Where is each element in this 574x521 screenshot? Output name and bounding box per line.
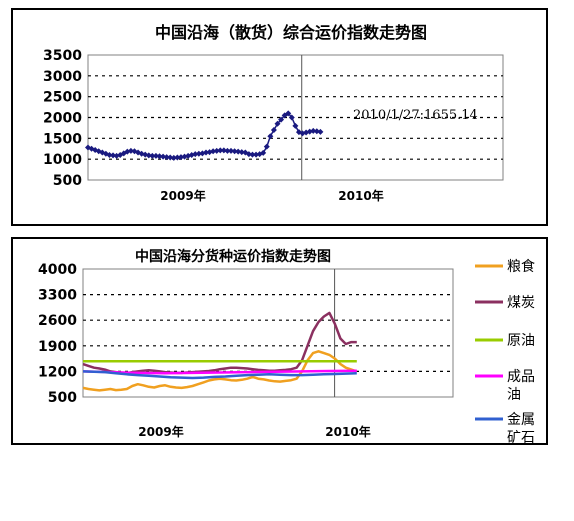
y-tick-label: 1000 <box>43 152 82 168</box>
data-point <box>253 151 260 158</box>
legend-entry: 金属矿石 <box>507 412 535 443</box>
data-point <box>135 149 142 156</box>
cargo-type-index-chart: 中国沿海分货种运价指数走势图 4000 3300 2600 1900 1200 500 粮… <box>38 248 535 443</box>
data-point <box>213 147 220 154</box>
data-point <box>195 150 202 157</box>
data-point <box>231 148 238 155</box>
data-point <box>310 127 317 134</box>
plot-area: 4000 3300 2600 1900 1200 500 <box>38 262 454 406</box>
y-tick-label: 3500 <box>43 48 82 64</box>
data-point <box>127 147 134 154</box>
data-point <box>210 148 217 155</box>
y-tick-label: 2600 <box>38 313 77 329</box>
y-tick-label: 4000 <box>38 262 77 278</box>
data-point <box>295 129 302 136</box>
composite-index-chart-panel: 中国沿海（散货）综合运价指数走势图 3500 3000 2500 2000 1500 10… <box>11 8 548 226</box>
data-point <box>106 152 113 158</box>
series-line-0 <box>82 350 358 392</box>
chart-title: 中国沿海分货种运价指数走势图 <box>135 248 331 265</box>
data-point <box>174 154 181 161</box>
y-tick-label: 3300 <box>38 288 77 304</box>
legend-entry: 成品油 <box>507 369 535 403</box>
cargo-type-index-chart-panel: 中国沿海分货种运价指数走势图 4000 3300 2600 1900 1200 500 粮… <box>11 237 548 445</box>
y-tick-label: 2000 <box>43 111 82 127</box>
data-point <box>110 152 117 159</box>
y-tick-label: 1900 <box>38 339 77 355</box>
data-point <box>260 149 267 156</box>
y-tick-label: 1200 <box>38 364 77 380</box>
data-point <box>245 151 252 158</box>
y-tick-label: 1500 <box>43 131 82 147</box>
data-point <box>317 128 324 135</box>
y-tick-label: 500 <box>48 390 77 406</box>
data-point <box>152 152 159 159</box>
data-point <box>228 147 235 154</box>
legend-entry: 粮食 <box>507 258 535 275</box>
data-point <box>192 151 199 158</box>
data-point <box>160 153 167 160</box>
data-point <box>278 116 285 123</box>
data-point <box>288 114 295 121</box>
y-tick-label: 500 <box>53 173 82 189</box>
data-point <box>235 148 242 155</box>
composite-index-chart: 中国沿海（散货）综合运价指数走势图 3500 3000 2500 2000 1500 10… <box>43 23 504 203</box>
data-point <box>224 147 231 154</box>
series-line-1 <box>82 311 357 375</box>
data-point <box>131 148 138 155</box>
data-point <box>285 110 292 117</box>
data-point <box>149 152 156 159</box>
y-tick-label: 2500 <box>43 90 82 106</box>
x-tick-label-2009: 2009年 <box>138 424 183 439</box>
data-point <box>170 154 177 161</box>
x-tick-label-2010: 2010年 <box>325 424 370 439</box>
data-point <box>145 152 152 159</box>
series-line-4 <box>82 370 357 380</box>
data-annotation: 2010/1/27:1655.14 <box>353 108 478 123</box>
y-tick-label: 3000 <box>43 69 82 85</box>
series-line-3 <box>82 369 357 375</box>
data-point <box>220 147 227 154</box>
x-tick-label-2010: 2010年 <box>338 188 383 203</box>
data-point <box>292 122 299 129</box>
legend-entry: 原油 <box>507 333 535 349</box>
data-point <box>270 127 277 133</box>
plot-frame <box>82 268 454 398</box>
data-point <box>202 149 209 156</box>
data-point <box>167 154 174 161</box>
data-point <box>217 147 224 154</box>
plot-area: 3500 3000 2500 2000 1500 1000 500 <box>43 48 504 189</box>
data-point <box>263 143 270 150</box>
series-line-0 <box>87 112 321 159</box>
data-point <box>267 133 274 140</box>
data-point <box>156 153 163 160</box>
data-point <box>274 120 281 127</box>
legend-entry: 煤炭 <box>507 295 535 311</box>
x-tick-label-2009: 2009年 <box>160 188 205 203</box>
data-point <box>238 149 245 156</box>
chart-title: 中国沿海（散货）综合运价指数走势图 <box>155 23 427 42</box>
data-point <box>306 128 313 135</box>
data-point <box>177 154 184 161</box>
data-point <box>249 151 256 158</box>
data-point <box>163 154 170 161</box>
